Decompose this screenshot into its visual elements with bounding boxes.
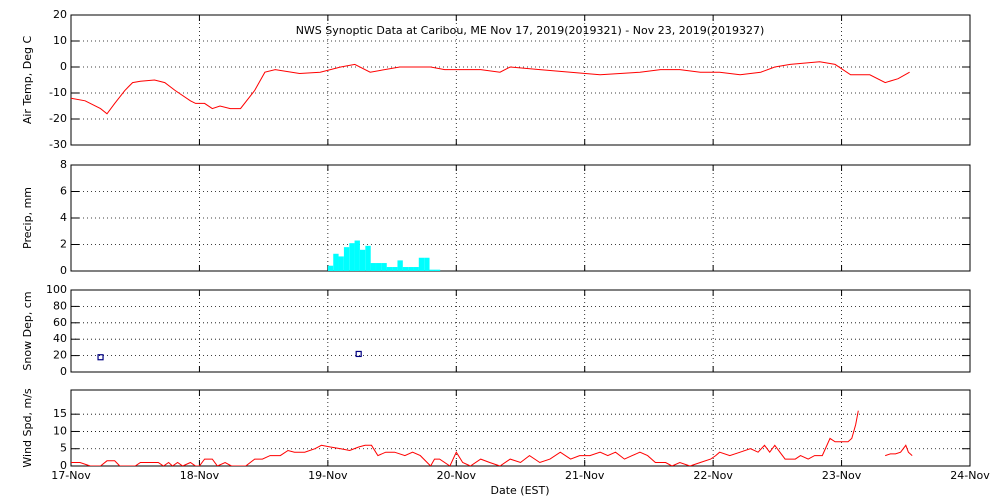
bar bbox=[365, 245, 371, 271]
chart-title: NWS Synoptic Data at Caribou, ME Nov 17,… bbox=[296, 24, 765, 37]
y-tick-label: 0 bbox=[60, 459, 67, 472]
x-tick-label: 17-Nov bbox=[51, 469, 91, 482]
bar bbox=[434, 269, 441, 271]
y-tick-label: 0 bbox=[60, 365, 67, 378]
bar bbox=[370, 263, 376, 271]
bar bbox=[424, 257, 430, 271]
data-line bbox=[70, 61, 910, 115]
bar bbox=[418, 257, 425, 271]
point bbox=[355, 350, 362, 358]
y-tick-label: 2 bbox=[60, 238, 67, 251]
y-axis-title: Snow Dep, cm bbox=[21, 291, 34, 370]
y-tick-label: 4 bbox=[60, 211, 67, 224]
y-tick-label: 20 bbox=[53, 349, 67, 362]
bar bbox=[397, 260, 403, 271]
bar bbox=[359, 249, 366, 271]
y-tick-label: 80 bbox=[53, 299, 67, 312]
y-axis-title: Air Temp, Deg C bbox=[21, 36, 34, 125]
x-tick-label: 18-Nov bbox=[180, 469, 220, 482]
plot-frame bbox=[70, 389, 971, 467]
bar bbox=[327, 265, 334, 271]
bar bbox=[376, 263, 382, 271]
y-tick-label: 10 bbox=[53, 424, 67, 437]
y-axis-title: Wind Spd, m/s bbox=[21, 388, 34, 468]
y-tick-label: 5 bbox=[60, 442, 67, 455]
bar bbox=[349, 243, 355, 271]
point bbox=[97, 354, 104, 361]
y-tick-label: 0 bbox=[60, 60, 67, 73]
panel: 17-Nov 18-Nov 19-Nov 20-Nov 21-Nov 22-Nov 23-N… bbox=[21, 388, 990, 482]
y-tick-label: 60 bbox=[53, 316, 67, 329]
bar bbox=[392, 267, 398, 271]
bar bbox=[354, 240, 360, 271]
bar bbox=[408, 267, 414, 271]
bar bbox=[343, 247, 350, 271]
x-tick-label: 21-Nov bbox=[565, 469, 605, 482]
panel: 0 20 40 60 80 100 Snow Dep, cm bbox=[21, 283, 971, 378]
y-tick-label: 10 bbox=[53, 34, 67, 47]
panel: 0 2 4 6 8 Precip, mm bbox=[21, 158, 971, 277]
y-tick-label: 8 bbox=[60, 158, 67, 171]
y-tick-label: -10 bbox=[49, 86, 67, 99]
y-tick-label: -20 bbox=[49, 112, 67, 125]
y-tick-label: 6 bbox=[60, 185, 67, 198]
y-tick-label: 40 bbox=[53, 332, 67, 345]
y-axis-title: Precip, mm bbox=[21, 187, 34, 249]
x-tick-label: 19-Nov bbox=[308, 469, 348, 482]
x-tick-label: 24-Nov bbox=[950, 469, 990, 482]
x-tick-label: 20-Nov bbox=[437, 469, 477, 482]
plot-frame bbox=[70, 164, 971, 272]
x-axis-title: Date (EST) bbox=[490, 484, 549, 497]
y-tick-label: 15 bbox=[53, 407, 67, 420]
plot-frame bbox=[70, 14, 971, 146]
bar bbox=[413, 267, 419, 271]
x-tick-label: 23-Nov bbox=[822, 469, 862, 482]
bar bbox=[333, 253, 339, 271]
panel: -30 -20 -10 0 10 20 Air Temp, Deg C bbox=[21, 8, 971, 151]
y-tick-label: 20 bbox=[53, 8, 67, 21]
y-tick-label: 0 bbox=[60, 264, 67, 277]
bar bbox=[338, 256, 344, 271]
bar bbox=[429, 269, 435, 271]
bar bbox=[402, 267, 409, 271]
x-tick-label: 22-Nov bbox=[693, 469, 733, 482]
bar bbox=[386, 267, 393, 271]
plot-frame bbox=[70, 289, 971, 373]
y-tick-label: -30 bbox=[49, 138, 67, 151]
data-line bbox=[71, 410, 913, 466]
y-tick-label: 100 bbox=[46, 283, 67, 296]
bar bbox=[381, 263, 387, 271]
